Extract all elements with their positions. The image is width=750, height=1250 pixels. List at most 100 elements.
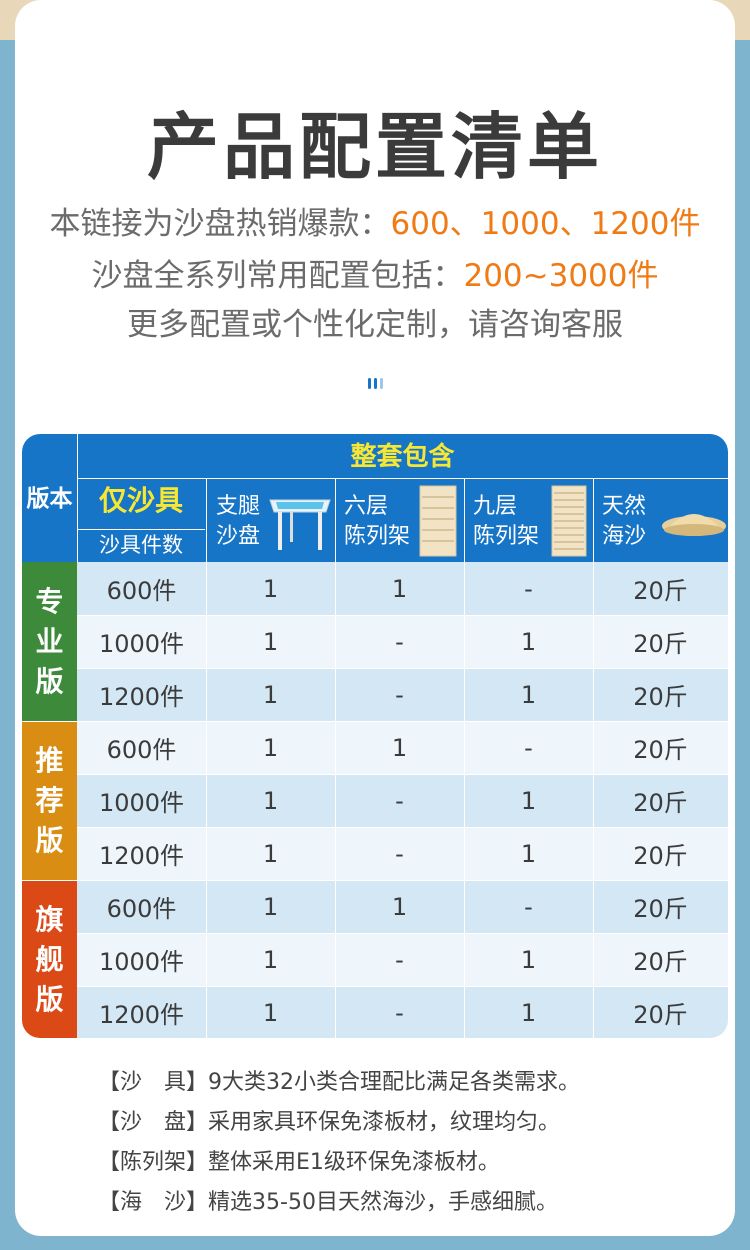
cell-sand: 20斤 <box>633 630 688 658</box>
note-label: 【沙 具】 <box>98 1070 209 1095</box>
sand-count-header: 沙具件数 <box>99 533 183 557</box>
intro-line-2: 沙盘全系列常用配置包括：200~3000件 <box>0 250 750 295</box>
cell-sand: 20斤 <box>633 842 688 870</box>
group-label: 专业版 <box>22 562 77 721</box>
cell-shelf9: - <box>524 574 533 603</box>
note-label: 【海 沙】 <box>98 1190 209 1215</box>
table-row <box>77 615 728 668</box>
group-label-char: 推 <box>35 743 64 777</box>
cell-table: 1 <box>262 786 279 815</box>
divider <box>77 529 205 530</box>
cell-sand: 20斤 <box>633 789 688 817</box>
divider <box>22 880 728 881</box>
cell-shelf9: - <box>524 892 533 921</box>
cell-shelf6: 1 <box>391 733 408 762</box>
cell-count: 1200件 <box>98 842 185 870</box>
cell-shelf6: - <box>395 680 404 709</box>
cell-count: 1000件 <box>98 789 185 817</box>
cell-sand: 20斤 <box>633 577 688 605</box>
sand-only-header: 仅沙具 <box>98 484 183 517</box>
indicator-dot <box>374 378 377 389</box>
cell-shelf9: 1 <box>520 839 537 868</box>
intro-line-2-prefix: 沙盘全系列常用配置包括： <box>91 258 464 294</box>
divider <box>77 986 728 987</box>
cell-shelf9: 1 <box>520 680 537 709</box>
note-text: 9大类32小类合理配比满足各类需求。 <box>208 1070 581 1095</box>
indicator-dot <box>380 378 383 389</box>
config-table: 版本 整套包含 仅沙具 沙具件数 支腿 沙盘 六层 陈列架 九层 陈列架 天然 … <box>22 434 728 1038</box>
cell-table: 1 <box>262 574 279 603</box>
cell-sand: 20斤 <box>633 948 688 976</box>
cell-table: 1 <box>262 839 279 868</box>
cell-table: 1 <box>262 733 279 762</box>
note-text: 采用家具环保免漆板材，纹理均匀。 <box>208 1110 561 1135</box>
table-row <box>77 880 728 933</box>
divider <box>464 478 465 562</box>
cell-count: 600件 <box>106 736 177 764</box>
cell-count: 1000件 <box>98 630 185 658</box>
group-label-char: 舰 <box>35 942 64 976</box>
group-label-char: 版 <box>35 823 64 857</box>
divider <box>593 562 594 1038</box>
page-indicator <box>368 374 386 389</box>
divider <box>77 668 728 669</box>
cell-sand: 20斤 <box>633 1001 688 1029</box>
divider <box>593 478 594 562</box>
table-row <box>77 562 728 615</box>
nine-shelf-icon <box>551 485 587 557</box>
note-item: 【陈列架】整体采用E1级环保免漆板材。 <box>98 1148 580 1188</box>
divider <box>77 434 78 562</box>
divider <box>335 562 336 1038</box>
table-row <box>77 933 728 986</box>
cell-count: 1000件 <box>98 948 185 976</box>
group-label-char: 版 <box>35 664 64 698</box>
note-text: 精选35-50目天然海沙，手感细腻。 <box>208 1190 558 1215</box>
six-shelf-icon <box>419 485 457 557</box>
col-shelf6-label: 六层 陈列架 <box>344 494 411 549</box>
divider <box>335 478 336 562</box>
table-row <box>77 668 728 721</box>
page-title: 产品配置清单 <box>146 105 603 189</box>
cell-shelf6: - <box>395 627 404 656</box>
table-row <box>77 827 728 880</box>
cell-table: 1 <box>262 998 279 1027</box>
includes-header: 整套包含 <box>350 442 455 472</box>
col-shelf9-label: 九层 陈列架 <box>473 494 540 549</box>
col-sand-label: 天然 海沙 <box>602 494 647 549</box>
cell-table: 1 <box>262 680 279 709</box>
cell-shelf6: 1 <box>391 574 408 603</box>
divider <box>22 721 728 722</box>
divider <box>206 478 207 562</box>
divider <box>206 562 207 1038</box>
group-label-char: 专 <box>35 584 64 618</box>
sea-sand-icon <box>662 514 726 536</box>
indicator-dot <box>368 378 371 389</box>
cell-shelf6: 1 <box>391 892 408 921</box>
divider <box>77 933 728 934</box>
note-label: 【陈列架】 <box>98 1150 209 1175</box>
group-label-char: 旗 <box>35 902 64 936</box>
cell-shelf6: - <box>395 786 404 815</box>
cell-shelf9: 1 <box>520 786 537 815</box>
cell-table: 1 <box>262 627 279 656</box>
divider <box>77 615 728 616</box>
table-header <box>22 434 728 562</box>
cell-sand: 20斤 <box>633 895 688 923</box>
group-label-char: 业 <box>35 624 64 658</box>
divider <box>77 478 728 479</box>
divider <box>77 774 728 775</box>
cell-shelf6: - <box>395 839 404 868</box>
sand-table-icon <box>269 499 331 550</box>
intro-line-1: 本链接为沙盘热销爆款：600、1000、1200件 <box>0 198 750 243</box>
table-row <box>77 721 728 774</box>
intro-line-1-value: 600、1000、1200件 <box>390 206 701 242</box>
group-label-char: 版 <box>35 982 64 1016</box>
cell-shelf9: 1 <box>520 998 537 1027</box>
intro-line-1-prefix: 本链接为沙盘热销爆款： <box>49 206 391 242</box>
note-item: 【沙 盘】采用家具环保免漆板材，纹理均匀。 <box>98 1108 580 1148</box>
cell-shelf6: - <box>395 945 404 974</box>
notes-list: 【沙 具】9大类32小类合理配比满足各类需求。 【沙 盘】采用家具环保免漆板材，纹… <box>98 1068 580 1228</box>
note-item: 【沙 具】9大类32小类合理配比满足各类需求。 <box>98 1068 580 1108</box>
cell-shelf9: - <box>524 733 533 762</box>
group-label: 旗舰版 <box>22 880 77 1038</box>
